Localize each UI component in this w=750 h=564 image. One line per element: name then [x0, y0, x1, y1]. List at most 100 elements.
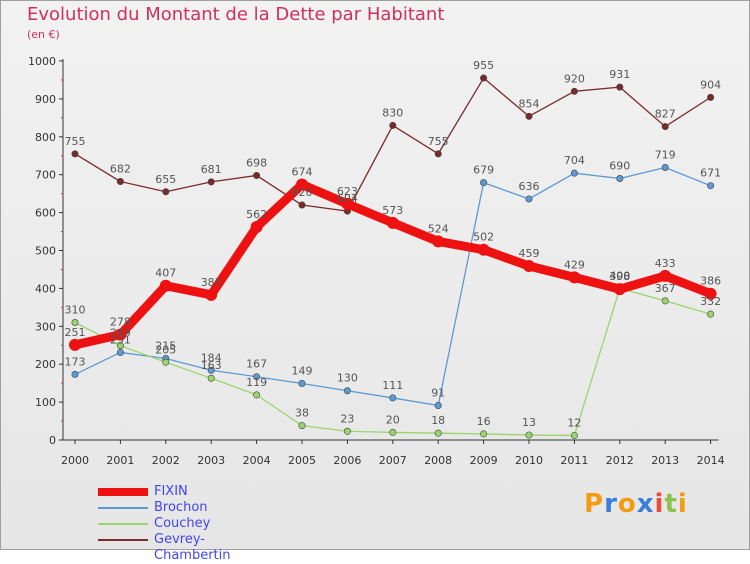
data-label-brochon: 215 [155, 340, 176, 353]
data-label-fixin: 502 [473, 231, 494, 244]
data-label-brochon: 167 [246, 358, 267, 371]
data-label-fixin: 459 [519, 247, 540, 260]
data-point-couchey [343, 427, 351, 435]
data-label-fixin: 674 [292, 166, 313, 179]
x-tick-label: 2003 [197, 454, 225, 467]
data-point-fixin [523, 260, 535, 273]
x-tick-label: 2010 [515, 454, 543, 467]
legend-label-couchey: Couchey [154, 516, 211, 531]
data-label-couchey: 38 [295, 407, 309, 420]
data-point-couchey [207, 374, 215, 382]
data-label-fixin: 524 [428, 222, 449, 235]
data-label-couchey: 367 [655, 282, 676, 295]
x-tick-label: 2013 [651, 454, 679, 467]
data-point-gevrey-chambertin [162, 188, 170, 196]
x-tick-label: 2007 [379, 454, 407, 467]
data-point-brochon [707, 182, 715, 190]
data-label-gevrey-chambertin: 604 [337, 192, 358, 205]
data-point-brochon [343, 387, 351, 395]
data-point-couchey [661, 297, 669, 305]
data-label-couchey: 16 [477, 415, 491, 428]
data-point-brochon [434, 402, 442, 410]
data-label-fixin: 398 [609, 270, 630, 283]
data-label-brochon: 671 [700, 167, 721, 180]
logo-letter: i [654, 489, 665, 519]
data-point-gevrey-chambertin [253, 171, 261, 179]
data-point-fixin [205, 288, 218, 301]
logo-letter: t [664, 489, 678, 519]
data-point-fixin [250, 221, 263, 234]
x-tick-label: 2005 [288, 454, 316, 467]
data-label-couchey: 20 [386, 413, 400, 426]
data-point-couchey [434, 429, 442, 437]
data-label-couchey: 18 [431, 414, 445, 427]
data-label-couchey: 310 [65, 304, 86, 317]
data-point-couchey [71, 319, 79, 327]
data-label-couchey: 23 [340, 412, 354, 425]
data-label-gevrey-chambertin: 698 [246, 156, 267, 169]
data-label-gevrey-chambertin: 904 [700, 78, 721, 91]
line-chart: 0 100 200 300 400 500 600 700 800 900 1000 2000 2001… [28, 55, 725, 467]
x-tick-label: 2000 [61, 454, 89, 467]
data-point-gevrey-chambertin [616, 83, 624, 91]
data-point-gevrey-chambertin [661, 123, 669, 131]
data-label-fixin: 623 [337, 185, 358, 198]
data-label-brochon: 690 [609, 159, 630, 172]
y-tick-label: 1000 [28, 55, 56, 68]
y-tick-label: 100 [35, 396, 56, 409]
data-label-fixin: 251 [65, 326, 86, 339]
data-label-brochon: 149 [292, 365, 313, 378]
data-point-brochon [389, 394, 397, 402]
legend-swatch-gevrey-chambertin [98, 539, 148, 541]
data-label-gevrey-chambertin: 655 [155, 173, 176, 186]
logo-letter: o [617, 489, 637, 519]
data-label-gevrey-chambertin: 681 [201, 163, 222, 176]
chart-title: Evolution du Montant de la Dette par Hab… [27, 4, 445, 25]
data-point-couchey [525, 431, 533, 439]
logo-letter: P [584, 489, 605, 519]
legend-swatch-brochon [98, 507, 148, 509]
data-label-gevrey-chambertin: 755 [428, 135, 449, 148]
legend-label-gevrey-chambertin: Gevrey-Chambertin [154, 532, 231, 563]
data-label-fixin: 383 [201, 276, 222, 289]
data-label-fixin: 433 [655, 257, 676, 270]
data-label-couchey: 205 [155, 343, 176, 356]
data-point-brochon [570, 169, 578, 177]
data-point-gevrey-chambertin [525, 112, 533, 120]
y-tick-label: 500 [35, 245, 56, 258]
data-point-gevrey-chambertin [207, 178, 215, 186]
data-label-gevrey-chambertin: 854 [519, 97, 540, 110]
data-label-couchey: 12 [567, 416, 581, 429]
data-label-fixin: 407 [155, 267, 176, 280]
data-label-gevrey-chambertin: 620 [292, 186, 313, 199]
data-point-fixin [704, 287, 717, 300]
data-point-fixin [159, 279, 172, 292]
data-point-fixin [477, 243, 490, 256]
y-tick-label: 200 [35, 358, 56, 371]
data-point-brochon [116, 348, 124, 356]
data-point-fixin [341, 197, 354, 210]
data-point-fixin [69, 338, 81, 351]
x-tick-label: 2004 [243, 454, 271, 467]
data-point-gevrey-chambertin [480, 74, 488, 82]
x-tick-label: 2001 [106, 454, 134, 467]
x-tick-label: 2012 [606, 454, 634, 467]
data-label-brochon: 719 [655, 148, 676, 161]
data-point-fixin [386, 216, 399, 229]
y-tick-label: 900 [35, 93, 56, 106]
data-point-couchey [298, 422, 306, 430]
data-point-gevrey-chambertin [71, 150, 79, 158]
legend-label-fixin: FIXIN [154, 484, 188, 499]
data-label-couchey: 332 [700, 295, 721, 308]
data-point-gevrey-chambertin [298, 201, 306, 209]
logo-letter: r [604, 489, 618, 519]
y-tick-label: 800 [35, 131, 56, 144]
data-point-couchey [253, 391, 261, 399]
x-tick-label: 2011 [560, 454, 588, 467]
data-label-gevrey-chambertin: 920 [564, 72, 585, 85]
data-point-fixin [613, 283, 626, 296]
x-tick-label: 2002 [152, 454, 180, 467]
data-label-gevrey-chambertin: 827 [655, 108, 676, 121]
data-point-gevrey-chambertin [389, 121, 397, 129]
data-label-couchey: 163 [201, 359, 222, 372]
